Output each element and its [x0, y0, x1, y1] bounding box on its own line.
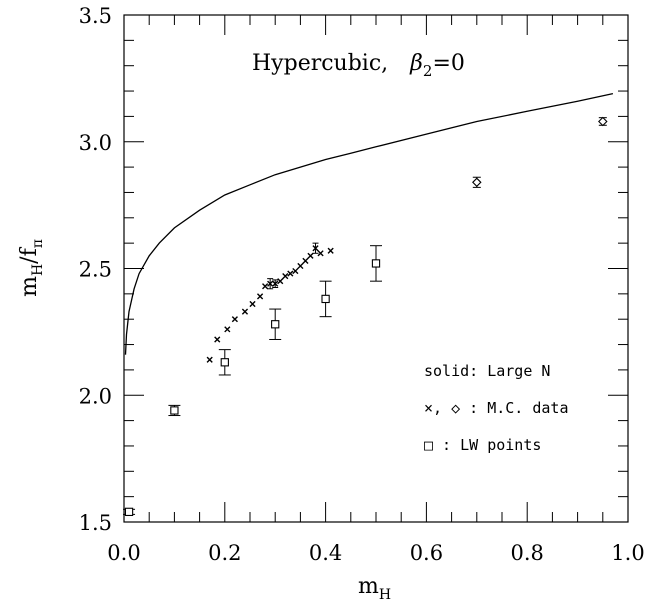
mc-cross-point — [256, 293, 264, 300]
mc-diamond-point — [598, 116, 608, 127]
lw-square-point — [170, 406, 179, 415]
mc-diamond-point — [472, 177, 482, 188]
y-axis-label: mH/fπ — [17, 239, 46, 297]
mc-cross-point — [206, 356, 213, 363]
mc-cross-point — [241, 308, 249, 315]
mc-cross-point — [302, 257, 309, 264]
large-n-curve — [124, 92, 614, 355]
y-tick-label: 3.0 — [79, 131, 112, 155]
legend-line-lw-points: □ : LW points — [424, 436, 541, 454]
axis-ticks: 0.0 0.2 0.4 0.6 0.8 1.0 1.5 2.0 2.5 3.0 3.5 — [79, 4, 645, 565]
legend-line-mc-data: ×, ◇ : M.C. data — [424, 399, 569, 417]
y-tick-label: 2.0 — [79, 384, 112, 408]
lw-square-point — [220, 358, 229, 367]
chart-title: Hypercubic, β2=0 — [252, 51, 465, 80]
x-tick-label: 0.4 — [309, 541, 342, 565]
lw-square-point — [371, 259, 381, 268]
mc-cross-point — [287, 270, 294, 277]
mc-cross-point — [249, 300, 256, 308]
lw-square-point — [321, 294, 330, 304]
x-tick-label: 0.8 — [510, 541, 543, 565]
mc-cross-point — [272, 280, 279, 287]
x-tick-label: 0.6 — [410, 541, 443, 565]
lw-square-point — [271, 320, 280, 329]
x-axis-label: mH — [358, 574, 391, 603]
mc-cross-point — [231, 316, 238, 323]
mc-cross-point — [297, 262, 304, 270]
x-tick-label: 0.2 — [208, 541, 241, 565]
mc-cross-point — [312, 245, 319, 252]
y-tick-label: 3.5 — [79, 4, 112, 28]
mc-cross-point — [307, 252, 314, 259]
mc-cross-point — [282, 273, 289, 280]
lw-square-point — [124, 507, 134, 517]
y-tick-label: 2.5 — [79, 258, 112, 282]
y-tick-label: 1.5 — [79, 511, 112, 535]
data-layer — [123, 92, 614, 517]
mc-cross-point — [267, 280, 274, 287]
mc-cross-point — [214, 336, 221, 343]
legend-line-large-n: solid: Large N — [424, 362, 550, 380]
x-tick-label: 0.0 — [107, 541, 140, 565]
mc-cross-point — [292, 267, 299, 275]
mc-cross-point — [277, 278, 284, 285]
legend: solid: Large N ×, ◇ : M.C. data □ : LW p… — [424, 362, 569, 454]
mc-cross-point — [317, 250, 324, 257]
mc-cross-point — [262, 283, 269, 290]
mc-cross-point — [224, 326, 231, 333]
x-tick-label: 1.0 — [611, 541, 644, 565]
mc-cross-point — [327, 247, 334, 254]
